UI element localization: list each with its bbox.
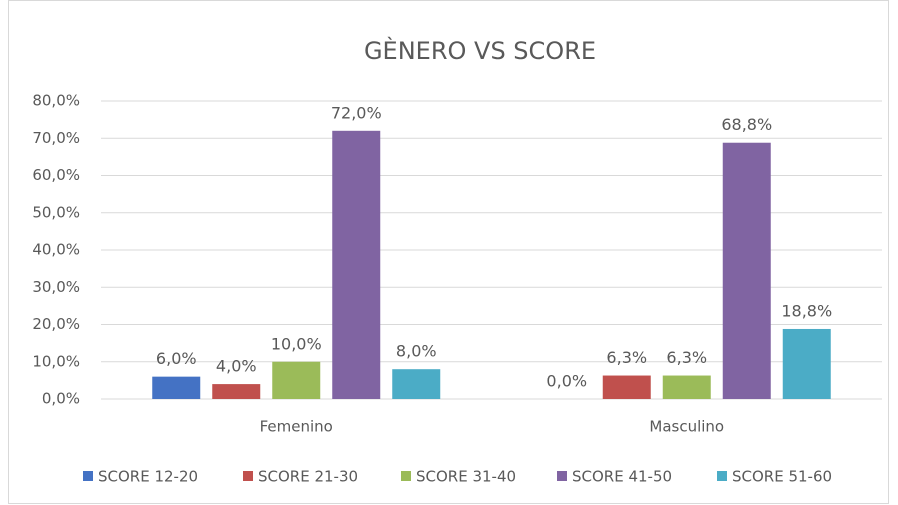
legend-swatch (243, 471, 253, 481)
legend-label: SCORE 41-50 (572, 468, 672, 486)
y-tick-label: 50,0% (32, 203, 80, 221)
bar (332, 130, 381, 400)
legend-label: SCORE 21-30 (258, 468, 358, 486)
bar (392, 369, 441, 399)
bar (272, 361, 321, 399)
y-tick-label: 10,0% (32, 352, 80, 370)
legend-swatch (401, 471, 411, 481)
legend-label: SCORE 31-40 (416, 468, 516, 486)
bar (212, 384, 261, 399)
legend-swatch (83, 471, 93, 481)
y-tick-label: 30,0% (32, 278, 80, 296)
y-tick-label: 0,0% (42, 390, 80, 408)
data-label: 18,8% (781, 301, 832, 320)
bar (662, 375, 711, 399)
y-tick-label: 70,0% (32, 129, 80, 147)
data-label: 6,3% (606, 348, 647, 367)
data-label: 6,3% (666, 348, 707, 367)
x-tick-label: Femenino (260, 418, 333, 436)
y-tick-label: 20,0% (32, 315, 80, 333)
legend-swatch (557, 471, 567, 481)
legend-label: SCORE 51-60 (732, 468, 832, 486)
legend-swatch (717, 471, 727, 481)
y-tick-label: 80,0% (32, 92, 80, 110)
data-label: 6,0% (156, 349, 197, 368)
legend-label: SCORE 12-20 (98, 468, 198, 486)
x-tick-label: Masculino (649, 418, 724, 436)
y-tick-label: 60,0% (32, 166, 80, 184)
chart-title: GÈNERO VS SCORE (364, 36, 596, 65)
data-label: 4,0% (216, 357, 257, 376)
y-tick-label: 40,0% (32, 241, 80, 259)
data-label: 68,8% (721, 115, 772, 134)
bar (782, 328, 831, 399)
data-label: 10,0% (271, 334, 322, 353)
data-label: 72,0% (331, 103, 382, 122)
data-label: 8,0% (396, 342, 437, 361)
bar (602, 375, 651, 399)
bar (152, 376, 201, 399)
data-label: 0,0% (546, 372, 587, 391)
bar (722, 142, 771, 399)
